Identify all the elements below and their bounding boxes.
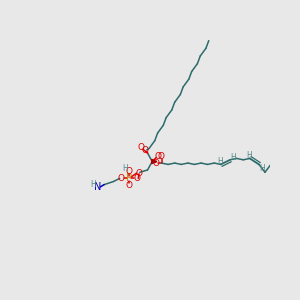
Text: O: O bbox=[125, 167, 133, 176]
Text: H: H bbox=[246, 151, 252, 160]
Text: O: O bbox=[142, 146, 149, 155]
Text: O: O bbox=[153, 158, 160, 167]
Text: H: H bbox=[230, 153, 236, 162]
Text: H: H bbox=[122, 164, 128, 173]
Text: O: O bbox=[133, 174, 140, 183]
Text: O: O bbox=[154, 152, 161, 161]
Text: O: O bbox=[158, 152, 165, 161]
Text: H: H bbox=[217, 157, 223, 166]
Text: N: N bbox=[94, 182, 102, 192]
Text: O: O bbox=[125, 181, 133, 190]
Text: H: H bbox=[90, 180, 96, 189]
Text: H: H bbox=[260, 164, 265, 173]
Text: O: O bbox=[136, 169, 142, 178]
Text: O: O bbox=[118, 174, 125, 183]
Text: P: P bbox=[126, 173, 132, 184]
Text: O: O bbox=[137, 143, 144, 152]
